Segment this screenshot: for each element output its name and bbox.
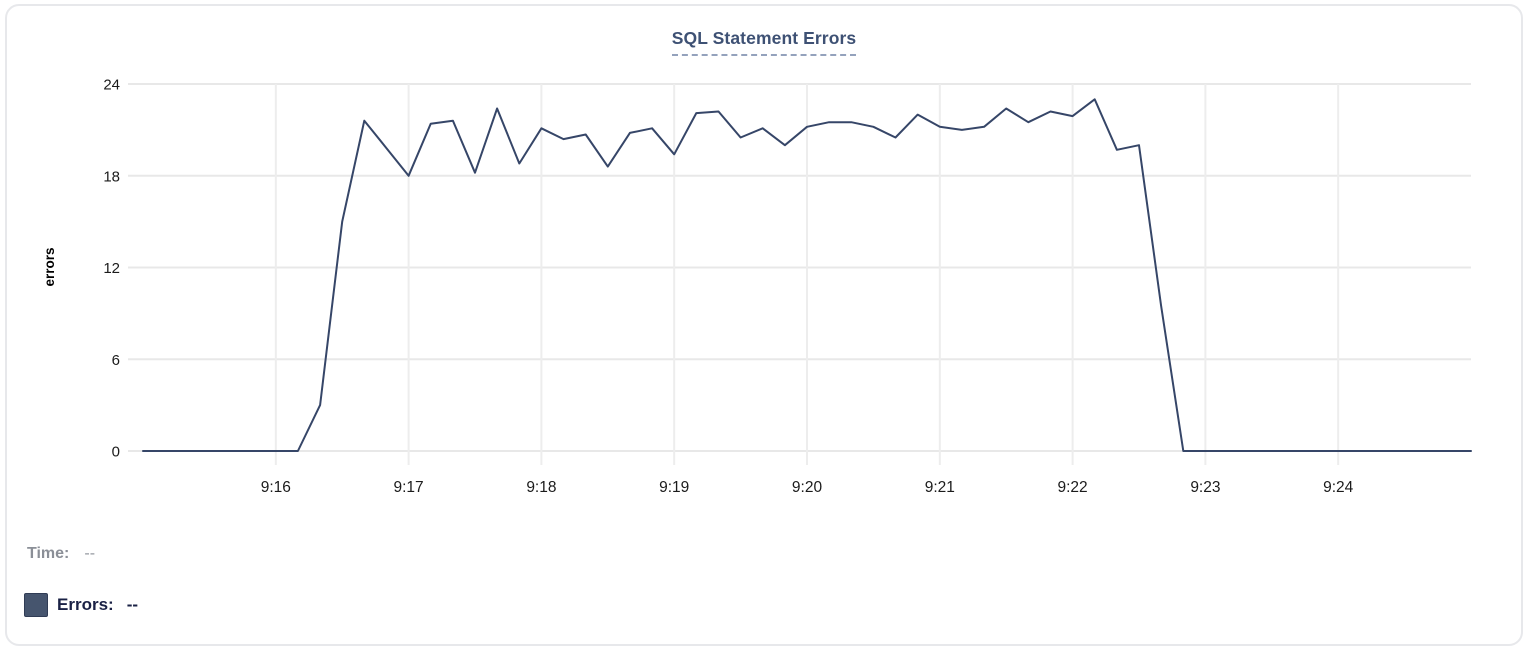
- chart-card: [5, 4, 1523, 646]
- y-tick-label: 12: [103, 260, 120, 277]
- chart-title[interactable]: SQL Statement Errors: [671, 28, 857, 56]
- x-tick-label: 9:22: [1058, 479, 1088, 496]
- x-tick-label: 9:16: [261, 479, 291, 496]
- time-value: --: [84, 545, 96, 562]
- errors-value: --: [126, 595, 139, 614]
- y-tick-label: 6: [112, 352, 120, 369]
- y-tick-label: 18: [103, 168, 120, 185]
- x-tick-label: 9:21: [925, 479, 955, 496]
- x-tick-label: 9:17: [394, 479, 424, 496]
- time-label: Time:: [27, 545, 70, 562]
- chart-header: SQL Statement Errors: [0, 28, 1528, 56]
- x-tick-label: 9:23: [1190, 479, 1220, 496]
- errors-series-line: [142, 98, 1472, 452]
- errors-label: Errors:: [57, 595, 114, 614]
- x-tick-label: 9:24: [1323, 479, 1354, 496]
- y-tick-label: 24: [103, 77, 120, 94]
- x-tick-label: 9:20: [792, 479, 823, 496]
- hover-readout-errors: Errors: --: [24, 593, 138, 617]
- errors-series-swatch: [24, 593, 48, 617]
- chart-hover-area[interactable]: [143, 84, 1471, 451]
- y-tick-label: 0: [112, 444, 120, 461]
- hover-readout-time: Time: --: [27, 545, 95, 563]
- x-tick-label: 9:18: [526, 479, 556, 496]
- y-axis-label: errors: [42, 247, 57, 286]
- x-tick-label: 9:19: [659, 479, 689, 496]
